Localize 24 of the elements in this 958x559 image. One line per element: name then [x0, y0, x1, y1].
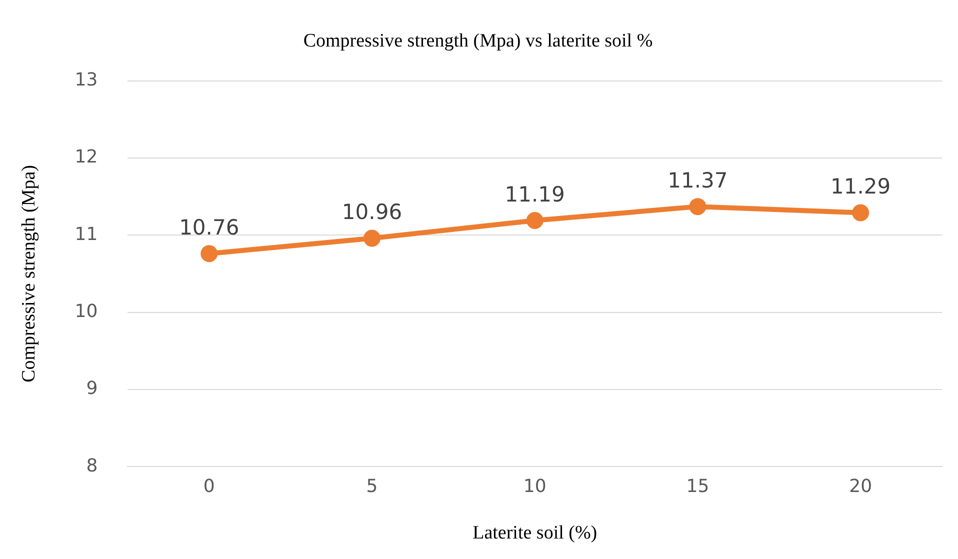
y-tick-label: 8: [86, 455, 98, 476]
data-label: 11.29: [830, 174, 891, 199]
x-tick-label: 15: [686, 476, 710, 498]
y-tick-label: 13: [74, 69, 98, 90]
y-tick-label: 9: [86, 378, 98, 400]
y-tick-label: 10: [74, 300, 98, 322]
x-tick-label: 5: [366, 476, 378, 498]
x-tick-label: 20: [849, 476, 872, 498]
y-tick-label: 12: [74, 146, 98, 168]
point: [689, 198, 706, 216]
y-tick-label: 11: [74, 224, 98, 245]
data-label: 11.37: [668, 168, 728, 193]
point: [200, 245, 218, 262]
data-label: 11.19: [504, 182, 565, 206]
x-axis-title: Laterite soil (%): [472, 522, 598, 544]
data-label: 10.76: [179, 216, 240, 240]
x-tick-label: 0: [203, 476, 215, 498]
chart-title: Compressive strength (Mpa) vs laterite soil %: [303, 30, 653, 52]
point: [363, 230, 380, 247]
y-axis-title: Compressive strength (Mpa): [18, 164, 40, 382]
point: [526, 212, 544, 229]
data-label: 10.96: [342, 200, 402, 224]
x-tick-label: 10: [523, 476, 546, 498]
point: [852, 204, 870, 222]
